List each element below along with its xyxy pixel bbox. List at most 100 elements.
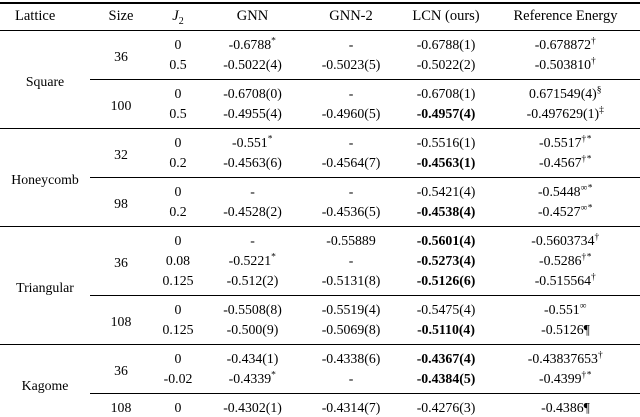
cell-gnn: -0.6708(0) bbox=[204, 79, 301, 104]
table-row: 0.5 -0.4955(4) -0.4960(5) -0.4957(4) -0.4976… bbox=[0, 104, 640, 129]
cell-j2: 0 bbox=[152, 177, 204, 202]
cell-size: 36 bbox=[114, 49, 128, 64]
col-header-lattice: Lattice bbox=[0, 3, 90, 31]
cell-lcn: -0.5516(1) bbox=[401, 128, 491, 153]
cell-lattice: Square bbox=[25, 73, 65, 89]
cell-gnn: -0.4563(6) bbox=[223, 155, 282, 170]
cell-gnn2: -0.4338(6) bbox=[301, 344, 401, 369]
cell-gnn2: -0.5069(8) bbox=[321, 322, 381, 337]
col-header-size: Size bbox=[90, 3, 152, 31]
cell-gnn2: -0.4960(5) bbox=[321, 106, 381, 121]
table-row: 0.5 -0.5022(4) -0.5023(5) -0.5022(2) -0.5038… bbox=[0, 55, 640, 80]
cell-size: 100 bbox=[90, 79, 152, 129]
cell-lattice: Honeycomb bbox=[0, 128, 90, 227]
cell-ref: -0.503810† bbox=[534, 56, 597, 72]
cell-lcn: -0.5273(4) bbox=[416, 253, 476, 268]
cell-lcn: -0.4276(3) bbox=[401, 393, 491, 417]
cell-size: 98 bbox=[90, 177, 152, 227]
cell-gnn: -0.5022(4) bbox=[223, 57, 282, 72]
table-row: Triangular 36 0- -0.55889 -0.5601(4) -0.56037… bbox=[0, 226, 640, 345]
cell-ref: -0.5126¶ bbox=[541, 322, 590, 337]
cell-j2: 0 bbox=[152, 393, 204, 417]
cell-gnn2: -0.4564(7) bbox=[321, 155, 381, 170]
cell-j2: 0.5 bbox=[169, 106, 187, 121]
cell-gnn: -0.4339* bbox=[228, 370, 277, 386]
table-row: 0.125 -0.512(2) -0.5131(8) -0.5126(6) -0.515… bbox=[0, 271, 640, 296]
cell-gnn: -0.4528(2) bbox=[223, 204, 282, 219]
cell-ref: -0.5517†* bbox=[491, 128, 640, 153]
cell-lcn: -0.5022(2) bbox=[416, 57, 476, 72]
cell-ref: -0.515564† bbox=[534, 272, 597, 288]
cell-lcn: -0.5475(4) bbox=[401, 295, 491, 320]
cell-gnn2: -0.4536(5) bbox=[321, 204, 381, 219]
table-row: Honeycomb 32 0 -0.551* - -0.5516(1) -0.5517†* bbox=[0, 128, 640, 227]
table-row: 0.2 -0.4528(2) -0.4536(5) -0.4538(4) -0.4527… bbox=[0, 202, 640, 227]
cell-gnn: -0.500(9) bbox=[226, 322, 279, 337]
cell-gnn2: -0.4314(7) bbox=[301, 393, 401, 417]
cell-lcn: -0.5110(4) bbox=[417, 322, 475, 337]
cell-gnn: -0.434(1) bbox=[204, 344, 301, 369]
cell-gnn: - bbox=[204, 226, 301, 251]
cell-ref: 0.671549(4)§ bbox=[491, 79, 640, 104]
table-row: 0.2 -0.4563(6) -0.4564(7) -0.4563(1) -0.4567… bbox=[0, 153, 640, 178]
cell-gnn2: -0.5131(8) bbox=[321, 273, 381, 288]
cell-gnn2: -0.5023(5) bbox=[321, 57, 381, 72]
cell-lcn: -0.6708(1) bbox=[401, 79, 491, 104]
cell-gnn: -0.5221* bbox=[228, 252, 277, 268]
cell-size: 108 bbox=[90, 295, 152, 345]
cell-ref: -0.4567†* bbox=[538, 154, 593, 170]
cell-gnn2: -0.5519(4) bbox=[301, 295, 401, 320]
cell-ref: -0.678872† bbox=[534, 36, 597, 52]
cell-lcn: -0.5421(4) bbox=[401, 177, 491, 202]
cell-lcn: -0.4538(4) bbox=[416, 204, 476, 219]
col-header-ref: Reference Energy bbox=[491, 3, 640, 31]
col-header-j2: J2 bbox=[152, 3, 204, 31]
cell-gnn: -0.5508(8) bbox=[204, 295, 301, 320]
table-row: 0.125 -0.500(9) -0.5069(8) -0.5110(4) -0.512… bbox=[0, 320, 640, 345]
table-row: 108 0 -0.4302(1) -0.4314(7) -0.4276(3) -0.438… bbox=[0, 393, 640, 417]
cell-j2: 0.2 bbox=[169, 204, 187, 219]
cell-lattice: Triangular bbox=[0, 226, 90, 345]
table-row: 100 0 -0.6708(0) - -0.6708(1) 0.671549(4)§ bbox=[0, 79, 640, 129]
table-row: 0.08 -0.5221* - -0.5273(4) -0.5286†* bbox=[0, 251, 640, 271]
col-header-gnn: GNN bbox=[204, 3, 301, 31]
cell-ref: -0.551∞ bbox=[491, 295, 640, 320]
cell-gnn2: - bbox=[301, 79, 401, 104]
cell-lattice: Kagome bbox=[0, 344, 90, 417]
cell-gnn: -0.4302(1) bbox=[204, 393, 301, 417]
cell-ref: -0.5286†* bbox=[538, 252, 593, 268]
cell-j2: 0.125 bbox=[162, 322, 194, 337]
cell-ref: -0.5603734† bbox=[491, 226, 640, 251]
cell-gnn2: - bbox=[348, 253, 354, 268]
cell-gnn: -0.551* bbox=[204, 128, 301, 153]
cell-ref: -0.497629(1)‡ bbox=[526, 105, 605, 121]
cell-j2: 0.2 bbox=[169, 155, 187, 170]
cell-size: 32 bbox=[90, 128, 152, 178]
cell-ref: -0.43837653† bbox=[491, 344, 640, 369]
table-body: Square 36 0 -0.6788* - -0.6788(1) -0.678872† 0.… bbox=[0, 31, 640, 417]
header-row: Lattice Size J2 GNN GNN-2 LCN (ours) Reference… bbox=[0, 3, 640, 31]
table-row: -0.02 -0.4339* - -0.4384(5) -0.4399†* bbox=[0, 369, 640, 394]
cell-gnn2: - bbox=[348, 371, 354, 386]
cell-lcn: -0.6788(1) bbox=[416, 37, 476, 52]
table-header: Lattice Size J2 GNN GNN-2 LCN (ours) Reference… bbox=[0, 3, 640, 31]
cell-lcn: -0.4957(4) bbox=[416, 106, 476, 121]
cell-j2: 0 bbox=[152, 128, 204, 153]
cell-ref: -0.4399†* bbox=[538, 370, 593, 386]
cell-j2: 0.08 bbox=[165, 253, 191, 268]
cell-j2: 0.125 bbox=[162, 273, 194, 288]
table-row: 108 0 -0.5508(8) -0.5519(4) -0.5475(4) -0.551… bbox=[0, 295, 640, 345]
cell-size: 36 bbox=[90, 344, 152, 394]
cell-size: 108 bbox=[90, 393, 152, 417]
cell-j2: 0.5 bbox=[169, 57, 187, 72]
cell-j2: 0 bbox=[152, 344, 204, 369]
cell-gnn2: - bbox=[348, 37, 354, 52]
cell-ref: -0.5448∞* bbox=[491, 177, 640, 202]
cell-ref: -0.4386¶ bbox=[491, 393, 640, 417]
cell-ref: -0.4527∞* bbox=[537, 203, 594, 219]
cell-gnn2: - bbox=[301, 128, 401, 153]
cell-j2: 0 bbox=[152, 226, 204, 251]
cell-j2: 0 bbox=[152, 295, 204, 320]
col-header-lcn: LCN (ours) bbox=[401, 3, 491, 31]
cell-lcn: -0.4367(4) bbox=[401, 344, 491, 369]
